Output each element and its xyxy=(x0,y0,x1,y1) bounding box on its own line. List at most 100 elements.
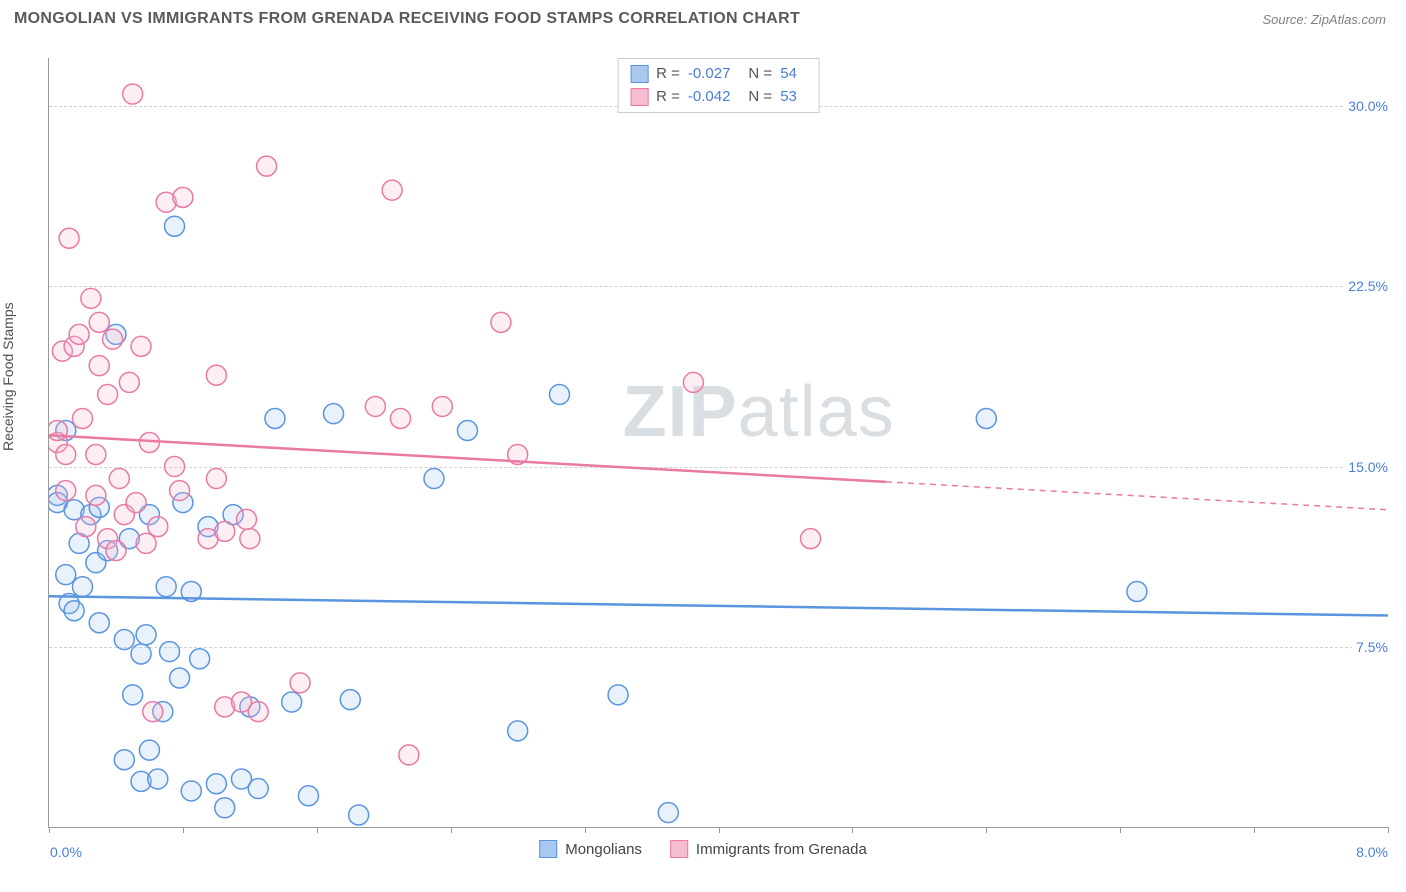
chart-title: MONGOLIAN VS IMMIGRANTS FROM GRENADA REC… xyxy=(14,10,800,28)
scatter-point xyxy=(114,630,134,650)
x-tick xyxy=(49,827,50,833)
x-axis-max: 8.0% xyxy=(1356,844,1388,860)
stats-swatch-0 xyxy=(630,65,648,83)
scatter-point xyxy=(206,469,226,489)
scatter-point xyxy=(89,312,109,332)
source-attribution: Source: ZipAtlas.com xyxy=(1262,12,1386,27)
scatter-point xyxy=(608,685,628,705)
scatter-point xyxy=(131,644,151,664)
scatter-point xyxy=(298,786,318,806)
scatter-svg xyxy=(49,58,1388,827)
scatter-point xyxy=(123,685,143,705)
n-value-0: 54 xyxy=(780,63,797,86)
scatter-point xyxy=(156,577,176,597)
scatter-point xyxy=(658,803,678,823)
scatter-point xyxy=(72,408,92,428)
scatter-point xyxy=(365,396,385,416)
scatter-point xyxy=(114,750,134,770)
scatter-point xyxy=(206,365,226,385)
scatter-point xyxy=(136,533,156,553)
scatter-point xyxy=(123,84,143,104)
scatter-point xyxy=(683,372,703,392)
x-tick xyxy=(1120,827,1121,833)
scatter-point xyxy=(248,779,268,799)
scatter-point xyxy=(240,529,260,549)
scatter-point xyxy=(165,216,185,236)
scatter-point xyxy=(265,408,285,428)
y-axis-label: Receiving Food Stamps xyxy=(0,302,16,451)
scatter-point xyxy=(170,481,190,501)
scatter-point xyxy=(139,740,159,760)
scatter-point xyxy=(109,469,129,489)
scatter-point xyxy=(282,692,302,712)
series-legend: Mongolians Immigrants from Grenada xyxy=(539,840,867,858)
scatter-point xyxy=(131,336,151,356)
scatter-point xyxy=(126,493,146,513)
scatter-point xyxy=(432,396,452,416)
scatter-point xyxy=(390,408,410,428)
chart-header: MONGOLIAN VS IMMIGRANTS FROM GRENADA REC… xyxy=(0,0,1406,36)
r-value-1: -0.042 xyxy=(688,86,731,109)
scatter-point xyxy=(143,702,163,722)
x-tick xyxy=(183,827,184,833)
scatter-point xyxy=(491,312,511,332)
scatter-point xyxy=(206,774,226,794)
scatter-point xyxy=(148,769,168,789)
x-tick xyxy=(852,827,853,833)
scatter-point xyxy=(148,517,168,537)
x-tick xyxy=(1254,827,1255,833)
scatter-point xyxy=(215,798,235,818)
r-value-0: -0.027 xyxy=(688,63,731,86)
scatter-point xyxy=(69,324,89,344)
scatter-point xyxy=(349,805,369,825)
scatter-point xyxy=(76,517,96,537)
scatter-point xyxy=(290,673,310,693)
scatter-point xyxy=(1127,581,1147,601)
legend-label-0: Mongolians xyxy=(565,841,642,858)
scatter-point xyxy=(64,601,84,621)
legend-swatch-0 xyxy=(539,840,557,858)
scatter-point xyxy=(382,180,402,200)
scatter-point xyxy=(181,781,201,801)
x-tick xyxy=(451,827,452,833)
stats-legend: R = -0.027 N = 54 R = -0.042 N = 53 xyxy=(617,58,820,113)
scatter-point xyxy=(173,187,193,207)
legend-label-1: Immigrants from Grenada xyxy=(696,841,867,858)
x-tick xyxy=(1388,827,1389,833)
plot-area: ZIPatlas R = -0.027 N = 54 R = -0.042 N … xyxy=(48,58,1388,828)
r-label: R = xyxy=(656,63,680,86)
x-tick xyxy=(317,827,318,833)
scatter-point xyxy=(324,404,344,424)
scatter-point xyxy=(56,445,76,465)
legend-item-0: Mongolians xyxy=(539,840,642,858)
scatter-point xyxy=(340,690,360,710)
scatter-point xyxy=(81,288,101,308)
legend-item-1: Immigrants from Grenada xyxy=(670,840,867,858)
r-label: R = xyxy=(656,86,680,109)
trend-line xyxy=(49,596,1388,615)
n-label: N = xyxy=(748,63,772,86)
scatter-point xyxy=(976,408,996,428)
stats-row-0: R = -0.027 N = 54 xyxy=(630,63,807,86)
stats-row-1: R = -0.042 N = 53 xyxy=(630,86,807,109)
scatter-point xyxy=(106,541,126,561)
scatter-point xyxy=(399,745,419,765)
scatter-point xyxy=(86,485,106,505)
n-label: N = xyxy=(748,86,772,109)
scatter-point xyxy=(508,721,528,741)
n-value-1: 53 xyxy=(780,86,797,109)
scatter-point xyxy=(119,372,139,392)
scatter-point xyxy=(549,384,569,404)
legend-swatch-1 xyxy=(670,840,688,858)
scatter-point xyxy=(160,642,180,662)
scatter-point xyxy=(215,521,235,541)
scatter-point xyxy=(190,649,210,669)
scatter-point xyxy=(424,469,444,489)
x-tick xyxy=(986,827,987,833)
scatter-point xyxy=(56,481,76,501)
chart-container: Receiving Food Stamps ZIPatlas R = -0.02… xyxy=(0,36,1406,866)
scatter-point xyxy=(49,420,67,440)
scatter-point xyxy=(56,565,76,585)
scatter-point xyxy=(89,613,109,633)
trend-line-extrapolated xyxy=(886,482,1388,510)
